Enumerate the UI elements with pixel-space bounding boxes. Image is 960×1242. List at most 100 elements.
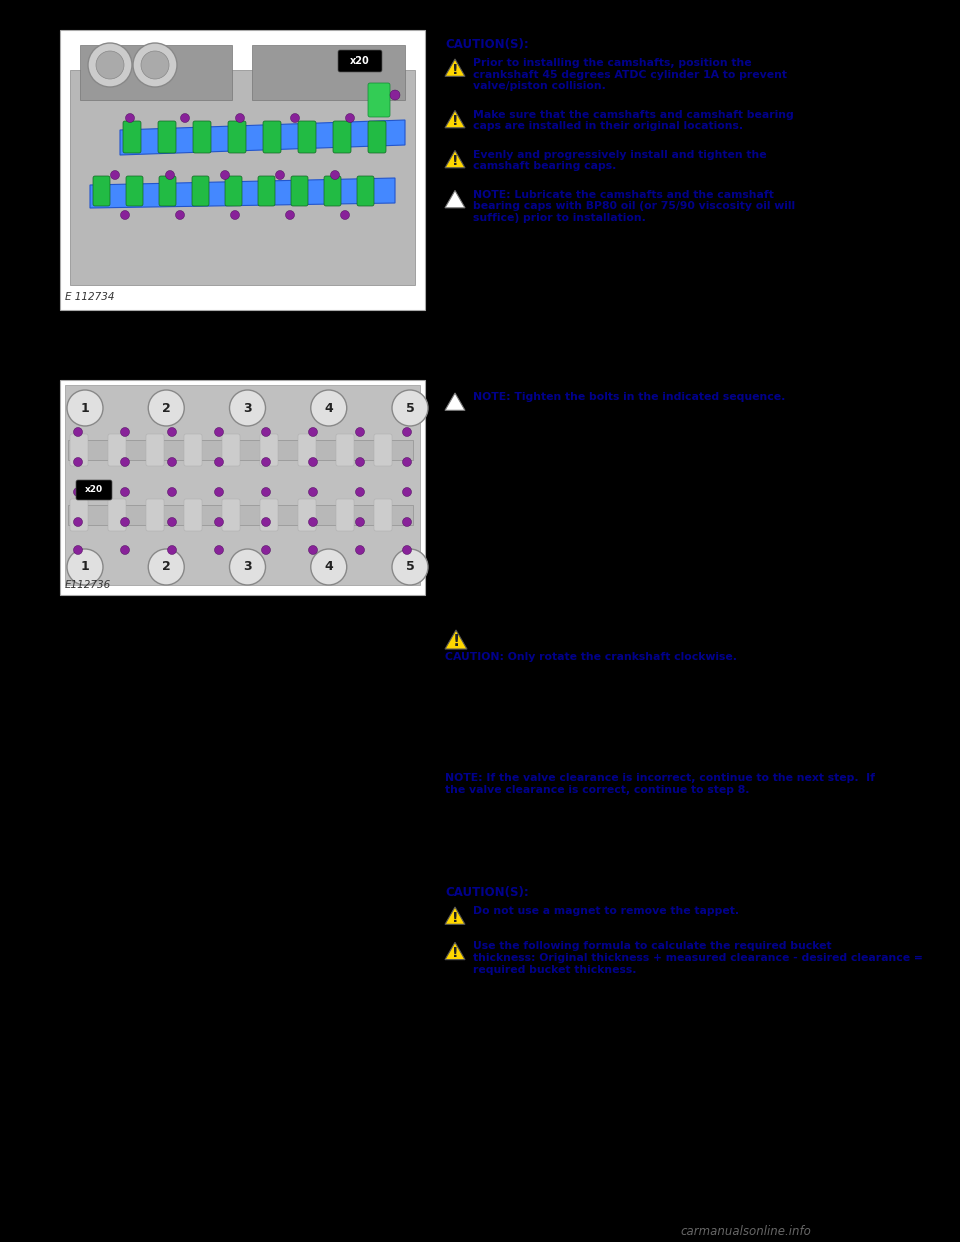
Text: !: ! xyxy=(452,946,458,960)
FancyBboxPatch shape xyxy=(60,380,425,595)
Text: Evenly and progressively install and tighten the
camshaft bearing caps.: Evenly and progressively install and tig… xyxy=(473,149,767,171)
FancyBboxPatch shape xyxy=(333,120,351,153)
Circle shape xyxy=(355,427,365,436)
FancyBboxPatch shape xyxy=(338,50,382,72)
Text: carmanualsonline.info: carmanualsonline.info xyxy=(680,1225,811,1238)
FancyBboxPatch shape xyxy=(68,440,413,460)
Text: 3: 3 xyxy=(243,401,252,415)
Circle shape xyxy=(180,113,189,123)
FancyBboxPatch shape xyxy=(260,433,278,466)
Text: x20: x20 xyxy=(84,486,103,494)
Circle shape xyxy=(133,43,177,87)
FancyBboxPatch shape xyxy=(291,176,308,206)
FancyBboxPatch shape xyxy=(357,176,374,206)
Circle shape xyxy=(67,390,103,426)
FancyBboxPatch shape xyxy=(65,385,420,585)
Circle shape xyxy=(176,210,184,220)
Circle shape xyxy=(148,390,184,426)
Polygon shape xyxy=(80,45,232,101)
Circle shape xyxy=(261,545,271,554)
FancyBboxPatch shape xyxy=(298,120,316,153)
Polygon shape xyxy=(90,178,395,207)
Circle shape xyxy=(110,170,119,180)
Circle shape xyxy=(121,545,130,554)
Circle shape xyxy=(165,170,175,180)
FancyBboxPatch shape xyxy=(146,499,164,532)
Text: 4: 4 xyxy=(324,560,333,574)
FancyBboxPatch shape xyxy=(68,505,413,525)
Circle shape xyxy=(74,518,83,527)
FancyBboxPatch shape xyxy=(108,499,126,532)
Circle shape xyxy=(214,545,224,554)
Circle shape xyxy=(355,518,365,527)
Text: NOTE: Tighten the bolts in the indicated sequence.: NOTE: Tighten the bolts in the indicated… xyxy=(473,392,785,402)
Circle shape xyxy=(121,488,130,497)
FancyBboxPatch shape xyxy=(123,120,141,153)
Circle shape xyxy=(167,457,177,467)
Text: !: ! xyxy=(452,910,458,925)
Text: !: ! xyxy=(452,154,458,168)
FancyBboxPatch shape xyxy=(336,499,354,532)
Circle shape xyxy=(67,549,103,585)
Polygon shape xyxy=(445,943,465,960)
Text: x20: x20 xyxy=(350,56,370,66)
Circle shape xyxy=(167,488,177,497)
FancyBboxPatch shape xyxy=(159,176,176,206)
Text: CAUTION(S):: CAUTION(S): xyxy=(445,886,529,899)
FancyBboxPatch shape xyxy=(368,120,386,153)
Circle shape xyxy=(126,113,134,123)
Circle shape xyxy=(230,210,239,220)
Text: NOTE: Lubricate the camshafts and the camshaft
bearing caps with BP80 oil (or 75: NOTE: Lubricate the camshafts and the ca… xyxy=(473,190,795,222)
Circle shape xyxy=(121,518,130,527)
Circle shape xyxy=(390,89,400,101)
Circle shape xyxy=(74,545,83,554)
Text: CAUTION(S):: CAUTION(S): xyxy=(445,39,529,51)
Circle shape xyxy=(229,549,266,585)
FancyBboxPatch shape xyxy=(298,433,316,466)
Text: Make sure that the camshafts and camshaft bearing
caps are installed in their or: Make sure that the camshafts and camshaf… xyxy=(473,109,794,132)
Circle shape xyxy=(392,390,428,426)
Polygon shape xyxy=(445,150,465,168)
Circle shape xyxy=(402,545,412,554)
Text: !: ! xyxy=(452,635,460,650)
Text: !: ! xyxy=(452,63,458,77)
FancyBboxPatch shape xyxy=(93,176,110,206)
FancyBboxPatch shape xyxy=(222,499,240,532)
FancyBboxPatch shape xyxy=(225,176,242,206)
Circle shape xyxy=(214,488,224,497)
Circle shape xyxy=(214,427,224,436)
FancyBboxPatch shape xyxy=(60,30,425,310)
Circle shape xyxy=(341,210,349,220)
Text: 1: 1 xyxy=(81,401,89,415)
Text: 2: 2 xyxy=(162,401,171,415)
Text: NOTE: If the valve clearance is incorrect, continue to the next step.  If
the va: NOTE: If the valve clearance is incorrec… xyxy=(445,773,875,795)
Polygon shape xyxy=(70,70,415,284)
FancyBboxPatch shape xyxy=(76,479,112,501)
FancyBboxPatch shape xyxy=(70,499,88,532)
Circle shape xyxy=(308,488,318,497)
Text: 1: 1 xyxy=(81,560,89,574)
Circle shape xyxy=(214,457,224,467)
Circle shape xyxy=(308,457,318,467)
FancyBboxPatch shape xyxy=(336,433,354,466)
Text: E112736: E112736 xyxy=(65,580,111,590)
Circle shape xyxy=(148,549,184,585)
Circle shape xyxy=(392,549,428,585)
Circle shape xyxy=(355,488,365,497)
Circle shape xyxy=(235,113,245,123)
Text: 3: 3 xyxy=(243,560,252,574)
Text: 2: 2 xyxy=(162,560,171,574)
Circle shape xyxy=(167,427,177,436)
Circle shape xyxy=(346,113,354,123)
FancyBboxPatch shape xyxy=(108,433,126,466)
FancyBboxPatch shape xyxy=(70,433,88,466)
Circle shape xyxy=(96,51,124,79)
Text: Use the following formula to calculate the required bucket
thickness: Original t: Use the following formula to calculate t… xyxy=(473,941,923,975)
FancyBboxPatch shape xyxy=(374,499,392,532)
Text: 5: 5 xyxy=(406,401,415,415)
FancyBboxPatch shape xyxy=(263,120,281,153)
FancyBboxPatch shape xyxy=(158,120,176,153)
FancyBboxPatch shape xyxy=(374,433,392,466)
Circle shape xyxy=(355,457,365,467)
Circle shape xyxy=(291,113,300,123)
